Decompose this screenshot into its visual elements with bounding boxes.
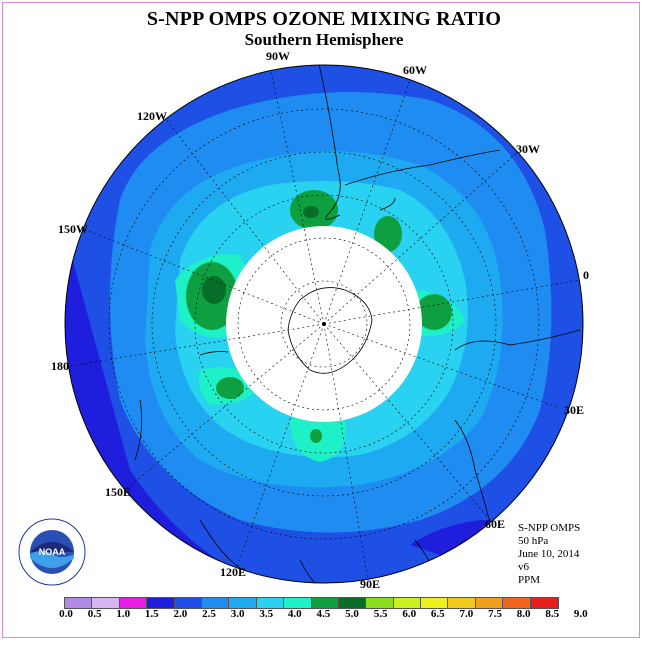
colorbar-swatch [119, 598, 148, 608]
graticule [69, 65, 581, 581]
info-units: PPM [518, 574, 541, 586]
map-title: S-NPP OMPS OZONE MIXING RATIO [146, 8, 502, 30]
lon-label-30e: 30E [564, 403, 584, 417]
colorbar-ticks: 0.0 0.5 1.0 1.5 2.0 2.5 3.0 3.5 4.0 4.5 5.0 5.5 6.0 6… [0, 608, 648, 622]
lon-label-150e: 150E [105, 485, 131, 499]
colorbar-tick-label: 0.0 [59, 608, 73, 620]
coastlines [134, 65, 581, 583]
contour-4-5-e [216, 377, 244, 399]
colorbar-swatch [92, 598, 120, 608]
colorbar-swatch [311, 598, 339, 608]
colorbar-swatch [393, 598, 422, 608]
longitude-labels: 90W 60W 30W 0 30E 60E 90E 120E 150E 180 … [51, 49, 589, 591]
colorbar-tick-label: 7.0 [459, 608, 474, 620]
colorbar-swatch [503, 598, 531, 608]
south-pole-dot [322, 322, 326, 326]
noaa-logo: NOAA [18, 518, 86, 591]
colorbar-tick-label: 5.5 [373, 608, 388, 620]
map-subtitle: Southern Hemisphere [244, 30, 404, 49]
contour-5-0-b [303, 206, 319, 218]
colorbar-tick-label: 9.0 [573, 608, 588, 620]
colorbar-tick-label: 4.0 [287, 608, 302, 620]
colorbar-swatch [448, 598, 476, 608]
contour-5-0-a [202, 276, 226, 304]
colorbar-tick-label: 7.5 [488, 608, 502, 620]
colorbar-tick-label: 8.0 [516, 608, 531, 620]
colorbar-swatch [256, 598, 285, 608]
lon-label-90w: 90W [266, 49, 290, 63]
colorbar-tick-label: 4.5 [316, 608, 331, 620]
lon-label-60w: 60W [403, 63, 427, 77]
colorbar-swatch [421, 598, 449, 608]
colorbar-swatch [530, 598, 559, 608]
info-instrument: S-NPP OMPS [518, 522, 581, 534]
colorbar-tick-label: 2.5 [202, 608, 216, 620]
noaa-logo-text: NOAA [39, 547, 66, 557]
colorbar-swatch [475, 598, 504, 608]
lon-label-90e: 90E [360, 577, 380, 591]
colorbar-swatch [229, 598, 257, 608]
map-outline [64, 64, 584, 584]
colorbar-tick-label: 1.5 [144, 608, 159, 620]
lon-label-180: 180 [51, 359, 69, 373]
info-level: 50 hPa [518, 535, 549, 547]
colorbar-tick-label: 3.0 [230, 608, 245, 620]
colorbar-swatch [147, 598, 175, 608]
colorbar-swatch [284, 598, 312, 608]
lon-label-60e: 60E [485, 517, 505, 531]
colorbar-tick-label: 6.5 [430, 608, 445, 620]
colorbar-swatch [201, 598, 230, 608]
colorbar-tick-label: 0.5 [87, 608, 102, 620]
colorbar-tick-label: 6.0 [402, 608, 417, 620]
colorbar-tick-label: 2.0 [173, 608, 188, 620]
lon-label-120e: 120E [220, 565, 246, 579]
lon-label-0: 0 [583, 268, 589, 282]
product-info: S-NPP OMPS 50 hPa June 10, 2014 v6 PPM [518, 522, 580, 587]
info-version: v6 [518, 561, 529, 573]
colorbar [64, 597, 560, 609]
contour-4-5-d [416, 294, 452, 330]
colorbar-swatch [65, 598, 93, 608]
colorbar-swatch [338, 598, 367, 608]
info-date: June 10, 2014 [518, 548, 580, 560]
colorbar-tick-label: 3.5 [259, 608, 274, 620]
lon-label-150w: 150W [58, 222, 88, 236]
ozone-contours [65, 65, 583, 583]
contour-4-5-c [374, 216, 402, 252]
figure-frame [2, 2, 640, 638]
colorbar-tick-label: 5.0 [345, 608, 359, 620]
lon-label-30w: 30W [516, 142, 540, 156]
colorbar-tick-label: 1.0 [116, 608, 131, 620]
colorbar-swatch [174, 598, 202, 608]
contour-4-5-f [310, 429, 322, 443]
colorbar-swatch [366, 598, 394, 608]
lon-label-120w: 120W [137, 109, 167, 123]
colorbar-tick-label: 8.5 [545, 608, 560, 620]
